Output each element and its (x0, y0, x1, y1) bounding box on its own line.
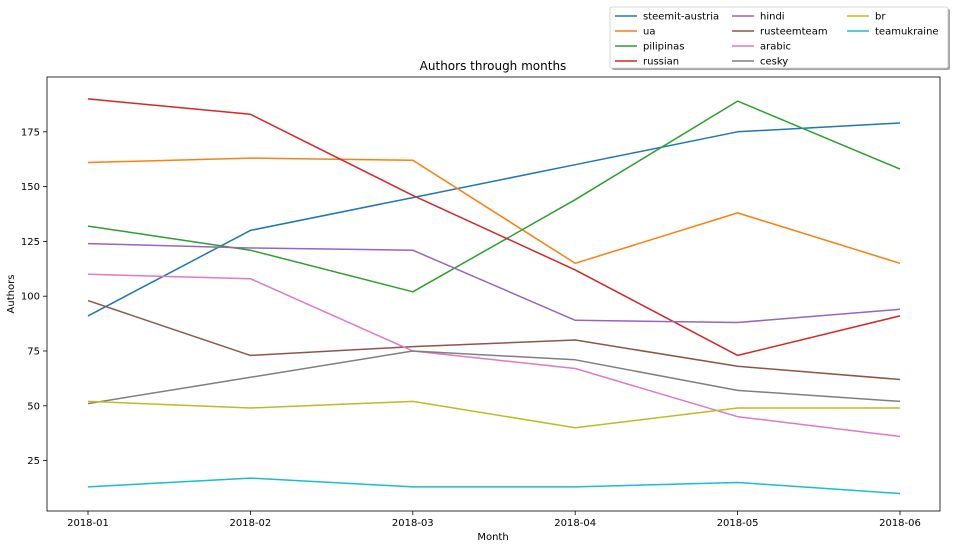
legend-label-br: br (875, 12, 886, 23)
y-tick-label: 50 (27, 401, 40, 412)
series-line-pilipinas (87, 100, 901, 293)
series-line-hindi (87, 242, 901, 324)
legend-box (609, 6, 949, 69)
legend-label-ua: ua (643, 27, 655, 38)
y-tick-label: 25 (27, 456, 40, 467)
y-tick-label: 175 (21, 127, 40, 138)
legend-label-pilipinas: pilipinas (643, 42, 684, 53)
series-line-arabic (87, 273, 901, 438)
legend-label-hindi: hindi (760, 12, 785, 23)
y-tick-label: 75 (27, 346, 40, 357)
plot-frame (46, 76, 941, 512)
legend-label-rusteemteam: rusteemteam (760, 27, 828, 38)
legend-label-russian: russian (643, 57, 679, 68)
series-line-teamukraine (87, 477, 901, 495)
series-line-rusteemteam (87, 299, 901, 381)
y-axis: 25 50 75 100 125 150 175 (21, 127, 47, 467)
y-tick-label: 125 (21, 237, 40, 248)
legend-label-steemit-austria: steemit-austria (643, 12, 719, 23)
chart-title: Authors through months (420, 59, 567, 73)
series-line-cesky (87, 350, 901, 405)
plot-area (46, 76, 941, 512)
series-line-ua (87, 157, 901, 265)
legend-label-cesky: cesky (760, 57, 788, 68)
x-tick-label: 2018-06 (879, 518, 921, 529)
x-tick-label: 2018-04 (554, 518, 596, 529)
y-tick-label: 100 (21, 292, 40, 303)
series-line-br (87, 400, 900, 429)
x-axis: 2018-01 2018-02 2018-03 2018-04 2018-05 2018-… (67, 511, 921, 529)
x-axis-label: Month (477, 532, 508, 543)
x-tick-label: 2018-01 (67, 518, 109, 529)
x-tick-label: 2018-02 (230, 518, 272, 529)
x-tick-label: 2018-03 (392, 518, 434, 529)
legend: steemit-austria ua pilipinas russian hindi ru… (609, 6, 950, 70)
legend-label-teamukraine: teamukraine (875, 27, 939, 38)
legend-label-arabic: arabic (760, 42, 791, 53)
series-line-russian (87, 98, 901, 357)
series-line-steemit-austria (87, 122, 901, 317)
y-axis-label: Authors (6, 275, 17, 314)
x-tick-label: 2018-05 (717, 518, 759, 529)
y-tick-label: 150 (21, 182, 40, 193)
